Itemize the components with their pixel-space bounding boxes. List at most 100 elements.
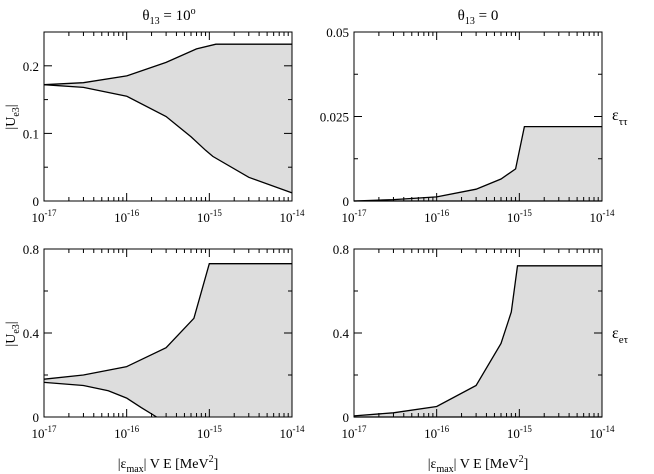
x-tick-label-base: 10: [590, 210, 603, 225]
x-tick-label-top-left: 10-15: [197, 208, 222, 225]
xlabel-left-sub: max: [126, 464, 143, 474]
column-title-right: θ13 = 0: [458, 8, 499, 27]
x-tick-label-exp: -15: [520, 208, 532, 218]
x-tick-label-exp: -16: [437, 424, 449, 434]
x-tick-label-base: 10: [507, 426, 520, 441]
column-title-left-sub: 13: [150, 16, 160, 27]
ylabel-bottom: |Ue3|: [4, 321, 22, 346]
x-tick-label-exp: -15: [210, 424, 222, 434]
x-tick-label-bottom-left: 10-14: [280, 424, 305, 441]
y-tick-label-bottom-right: 0.8: [333, 242, 349, 257]
xlabel-right-sup: 2: [519, 454, 524, 465]
x-tick-label-base: 10: [114, 426, 127, 441]
x-tick-label-exp: -15: [520, 424, 532, 434]
x-tick-label-bottom-right: 10-17: [342, 424, 367, 441]
y-tick-label-bottom-left: 0.8: [23, 242, 39, 257]
column-title-right-sub: 13: [465, 16, 475, 27]
x-tick-label-bottom-right: 10-16: [424, 424, 449, 441]
xlabel-right-a: |ε: [428, 457, 437, 472]
column-title-left: θ13 = 10o: [142, 6, 195, 27]
x-tick-label-exp: -14: [603, 424, 615, 434]
x-tick-label-exp: -17: [45, 208, 57, 218]
x-tick-label-top-right: 10-15: [507, 208, 532, 225]
x-tick-label-exp: -17: [45, 424, 57, 434]
y-tick-label-top-left: 0: [33, 194, 40, 209]
lower-curve-top-left: [43, 84, 293, 194]
x-tick-label-exp: -16: [127, 424, 139, 434]
x-tick-label-base: 10: [32, 426, 45, 441]
x-tick-label-exp: -14: [293, 208, 305, 218]
y-tick-label-bottom-right: 0.4: [333, 326, 350, 341]
row-label-top: εττ: [612, 107, 628, 128]
x-tick-label-base: 10: [342, 426, 355, 441]
row-label-top-base: ε: [612, 107, 619, 124]
column-title-left-sup: o: [191, 6, 196, 17]
ylabel-bottom-sub: e3: [11, 324, 22, 333]
x-tick-label-bottom-left: 10-17: [32, 424, 57, 441]
x-tick-label-top-right: 10-17: [342, 208, 367, 225]
xlabel-left-sup: 2: [209, 454, 214, 465]
column-title-left-base: θ: [142, 8, 149, 24]
x-tick-label-base: 10: [32, 210, 45, 225]
x-tick-label-base: 10: [507, 210, 520, 225]
row-label-top-sub: ττ: [619, 116, 628, 128]
x-tick-label-exp: -17: [355, 208, 367, 218]
xlabel-right: |εmax| V E [MeV2]: [428, 454, 528, 474]
x-tick-label-base: 10: [280, 426, 293, 441]
xlabel-right-sub: max: [436, 464, 453, 474]
x-tick-label-bottom-right: 10-15: [507, 424, 532, 441]
upper-curve-top-left: [43, 43, 292, 86]
x-tick-label-base: 10: [197, 426, 210, 441]
y-tick-label-top-left: 0.2: [23, 59, 39, 74]
x-tick-label-exp: -14: [293, 424, 305, 434]
ylabel-top-sub: e3: [11, 107, 22, 116]
band-fill-bottom-left: [44, 263, 292, 417]
x-tick-label-exp: -14: [603, 208, 615, 218]
band-fill-bottom-right: [354, 265, 602, 417]
y-tick-label-top-right: 0.05: [326, 25, 349, 40]
upper-curve-bottom-right: [353, 265, 602, 417]
xlabel-left-c: ]: [214, 457, 219, 472]
x-tick-label-bottom-left: 10-16: [114, 424, 139, 441]
x-tick-label-base: 10: [342, 210, 355, 225]
x-tick-label-exp: -16: [127, 208, 139, 218]
x-tick-label-bottom-left: 10-15: [197, 424, 222, 441]
y-tick-label-top-right: 0: [343, 194, 350, 209]
y-tick-label-top-left: 0.1: [23, 126, 39, 141]
column-title-right-rest: = 0: [475, 8, 498, 24]
xlabel-left-a: |ε: [118, 457, 127, 472]
ylabel-top-base: |U: [4, 117, 19, 130]
x-tick-label-exp: -17: [355, 424, 367, 434]
x-tick-label-top-right: 10-14: [590, 208, 615, 225]
band-fill-top-left: [44, 44, 292, 193]
xlabel-left-b: | V E [MeV: [144, 457, 209, 472]
ylabel-top-end: |: [4, 104, 19, 107]
x-tick-label-bottom-right: 10-14: [590, 424, 615, 441]
x-tick-label-base: 10: [114, 210, 127, 225]
frame-top-left: [43, 31, 293, 202]
x-tick-label-top-left: 10-17: [32, 208, 57, 225]
x-tick-label-base: 10: [424, 426, 437, 441]
ylabel-bottom-base: |U: [4, 334, 19, 347]
row-label-bottom-sub: eτ: [619, 334, 629, 346]
x-tick-label-base: 10: [197, 210, 210, 225]
x-tick-label-exp: -16: [437, 208, 449, 218]
column-title-left-rest: = 10: [160, 8, 191, 24]
row-label-bottom: εeτ: [612, 325, 629, 346]
x-tick-label-base: 10: [424, 210, 437, 225]
x-tick-label-exp: -15: [210, 208, 222, 218]
xlabel-left: |εmax| V E [MeV2]: [118, 454, 218, 474]
x-tick-label-top-left: 10-16: [114, 208, 139, 225]
y-tick-label-bottom-left: 0: [33, 410, 40, 425]
xlabel-right-c: ]: [524, 457, 529, 472]
y-tick-label-top-right: 0.025: [320, 110, 349, 125]
ylabel-bottom-end: |: [4, 321, 19, 324]
row-label-bottom-base: ε: [612, 325, 619, 342]
x-tick-label-base: 10: [590, 426, 603, 441]
